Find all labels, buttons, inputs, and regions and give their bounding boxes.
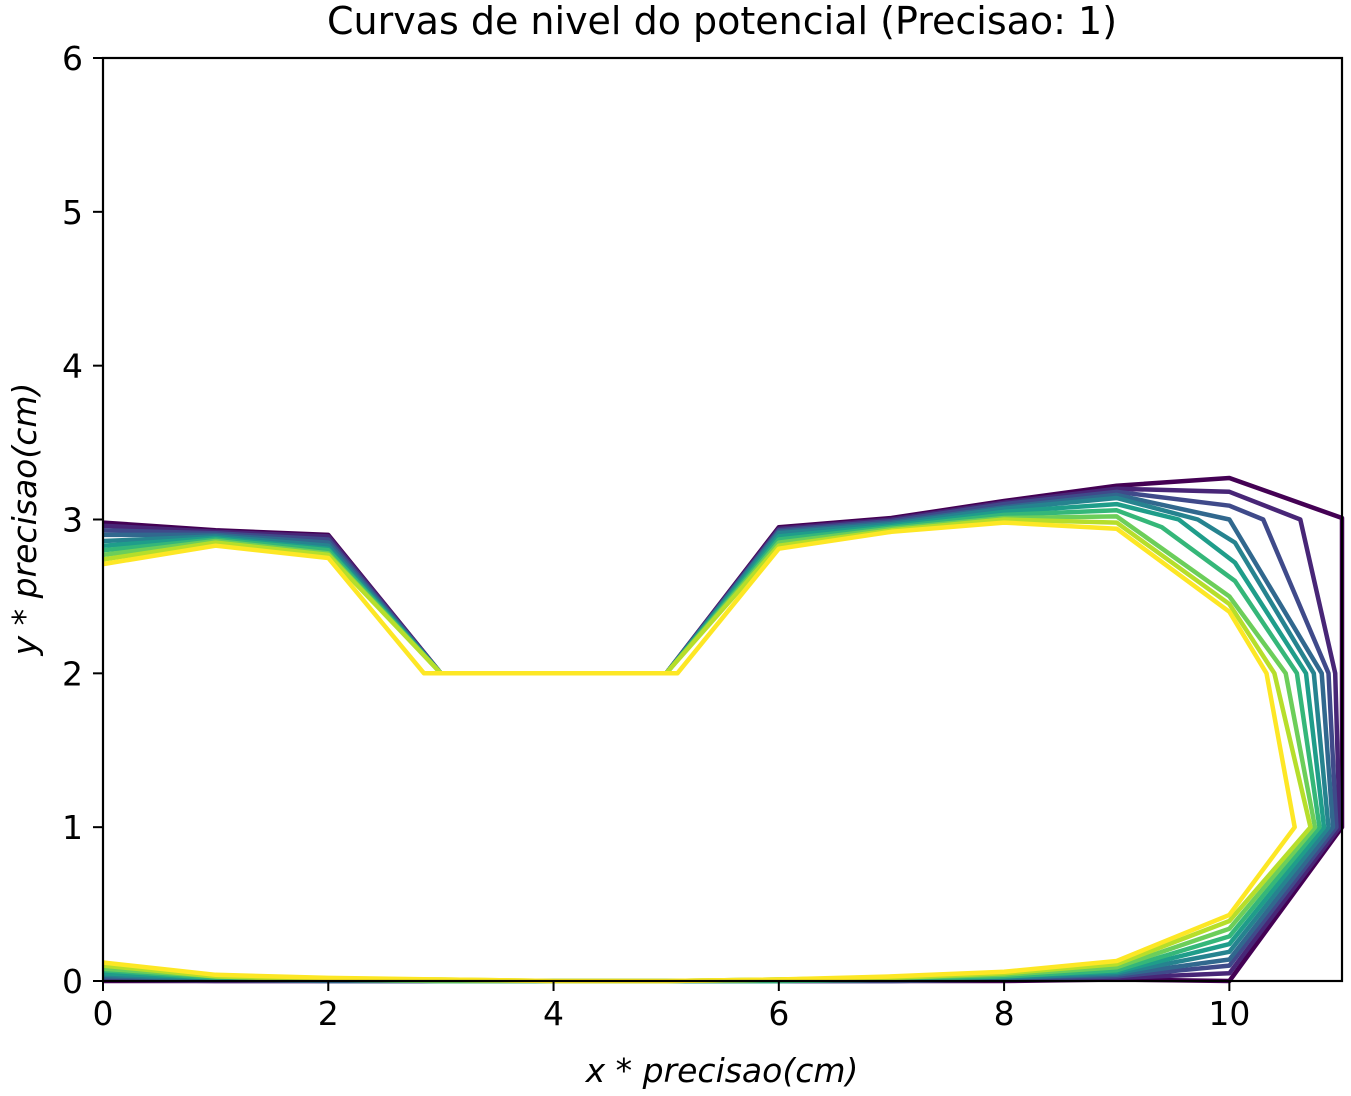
y-tick-label: 6	[62, 39, 83, 78]
x-axis-label: x * precisao(cm)	[585, 1051, 859, 1090]
y-ticks: 0 1 2 3 4 5 6	[62, 39, 103, 1001]
y-tick-label: 1	[62, 808, 83, 847]
chart-title: Curvas de nivel do potencial (Precisao: …	[327, 0, 1117, 43]
y-tick-label: 4	[62, 347, 83, 386]
x-tick-label: 0	[93, 994, 114, 1033]
x-tick-label: 2	[318, 994, 339, 1033]
x-ticks: 0 2 4 6 8 10	[93, 981, 1250, 1033]
y-tick-label: 0	[62, 962, 83, 1001]
y-tick-label: 2	[62, 654, 83, 693]
y-tick-label: 3	[62, 501, 83, 540]
x-tick-label: 6	[768, 994, 789, 1033]
y-axis-label: y * precisao(cm)	[5, 383, 44, 657]
y-tick-label: 5	[62, 193, 83, 232]
x-tick-label: 4	[543, 994, 564, 1033]
x-tick-label: 8	[994, 994, 1015, 1033]
x-tick-label: 10	[1208, 994, 1250, 1033]
